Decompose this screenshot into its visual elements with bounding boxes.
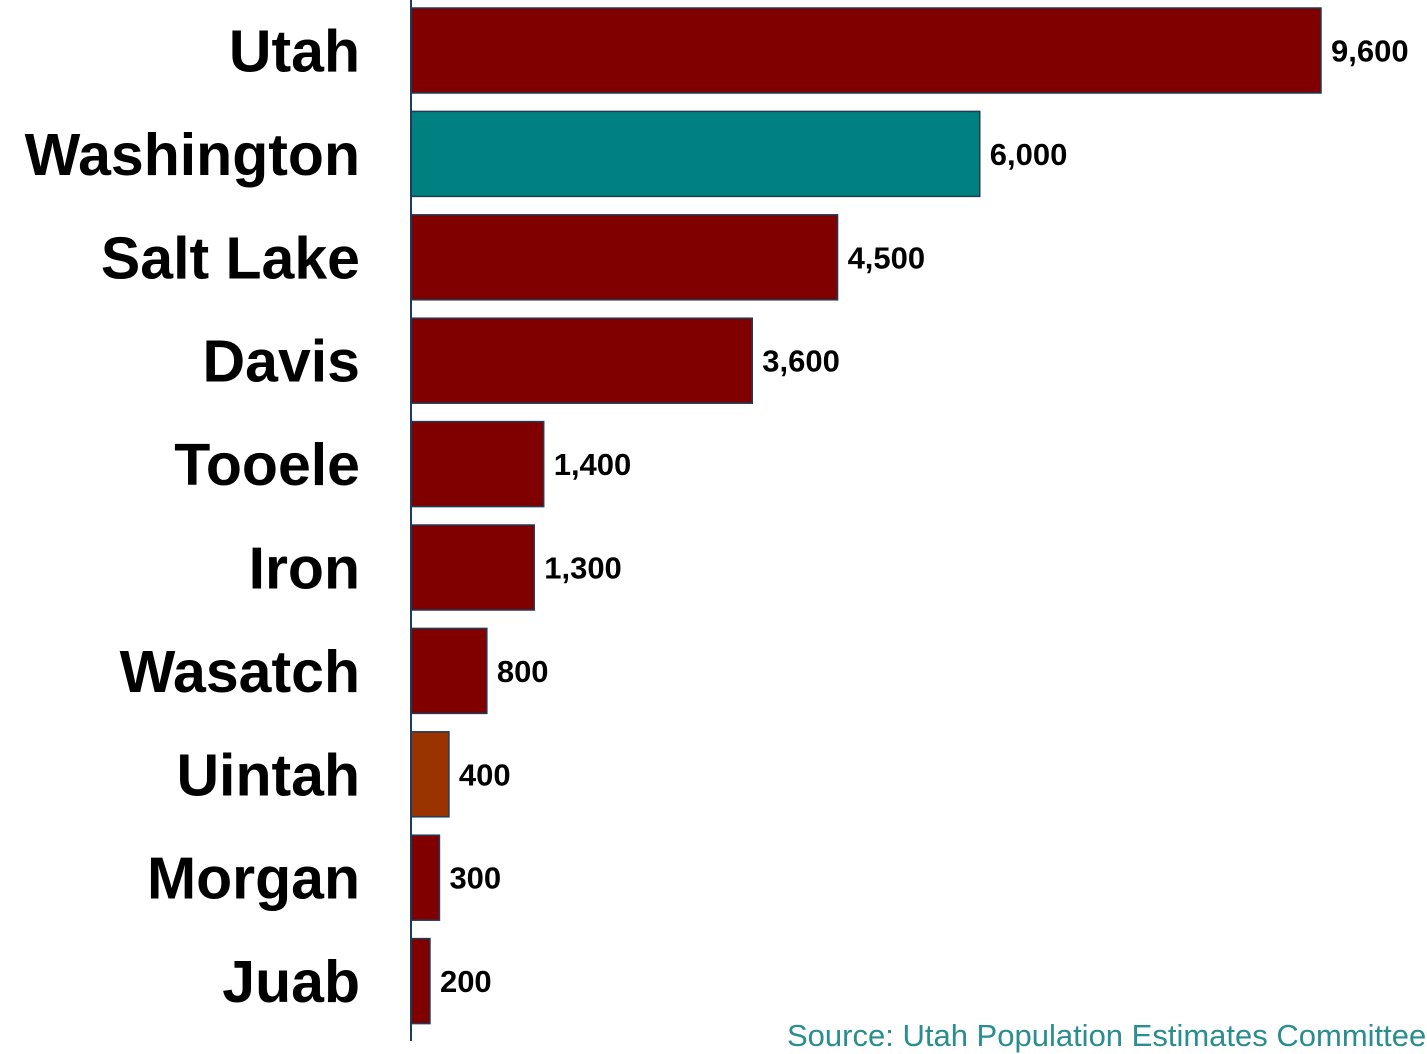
value-label-iron: 1,300 [544,551,622,586]
value-label-utah: 9,600 [1331,34,1409,69]
category-labels-group: Utah Washington Salt Lake Davis Tooele Iron Wa… [25,19,360,1016]
bar-juab [410,937,431,1025]
value-label-uintah: 400 [459,757,511,792]
bar-morgan [410,834,441,921]
category-label-davis: Davis [203,329,360,395]
bar-utah [410,7,1322,94]
bar-uintah [410,731,450,818]
value-label-juab: 200 [440,964,492,999]
value-label-davis: 3,600 [762,344,840,379]
category-label-salt-lake: Salt Lake [101,225,360,291]
category-label-juab: Juab [222,949,360,1015]
bar-davis [410,317,753,404]
value-labels-group: 9,600 6,000 4,500 3,600 1,400 1,300 800 400 300 2… [440,34,1409,1000]
category-label-tooele: Tooele [174,432,360,498]
bar-wasatch [410,627,488,715]
source-note: Source: Utah Population Estimates Commit… [787,1018,1427,1053]
category-label-utah: Utah [229,19,360,85]
value-label-wasatch: 800 [497,654,549,689]
bar-iron [410,524,535,611]
value-label-washington: 6,000 [990,137,1068,172]
bar-washington [410,110,981,198]
value-label-salt-lake: 4,500 [848,240,926,275]
value-label-tooele: 1,400 [554,447,632,482]
category-label-washington: Washington [25,122,360,188]
category-label-uintah: Uintah [176,742,360,808]
value-label-morgan: 300 [449,861,501,896]
category-label-iron: Iron [249,536,360,602]
category-label-wasatch: Wasatch [120,639,360,705]
bar-tooele [410,420,545,508]
bars-group [410,7,1322,1025]
category-label-morgan: Morgan [147,846,360,912]
bar-salt-lake [410,214,839,301]
